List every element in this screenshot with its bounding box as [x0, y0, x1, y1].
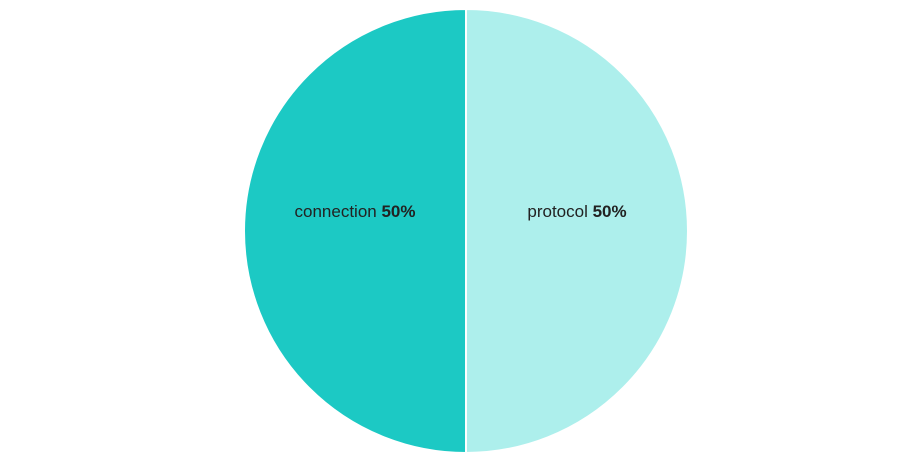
- slice-label-connection: connection 50%: [295, 202, 416, 221]
- pie-slice-connection[interactable]: [243, 7, 467, 455]
- slice-label-name: protocol: [527, 202, 592, 221]
- pie-labels: protocol 50%connection 50%: [295, 202, 627, 221]
- slice-label-percent: 50%: [381, 202, 415, 221]
- pie-slice-protocol[interactable]: [465, 7, 689, 455]
- slice-label-name: connection: [295, 202, 382, 221]
- slice-label-percent: 50%: [593, 202, 627, 221]
- slice-label-protocol: protocol 50%: [527, 202, 626, 221]
- pie-slices: [243, 7, 689, 455]
